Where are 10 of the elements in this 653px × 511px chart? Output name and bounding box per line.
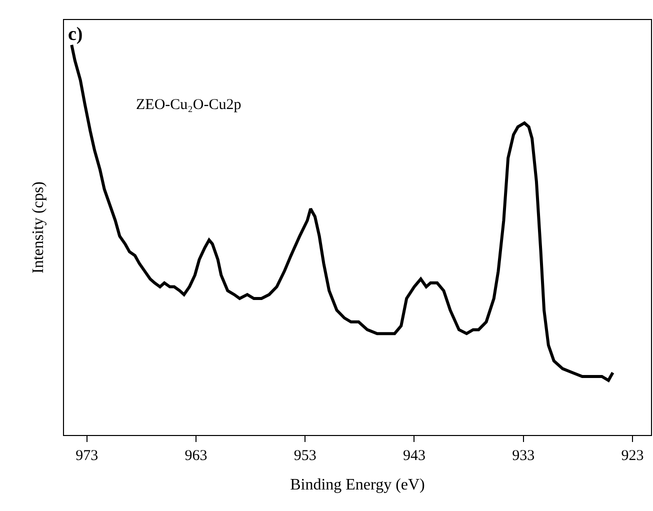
x-tick-label: 923 [621,448,644,464]
x-tick-label: 943 [402,448,426,464]
annotation: ZEO-Cu₂O-Cu2p [136,97,242,113]
x-tick-label: 953 [294,448,316,464]
x-tick-label: 963 [184,448,208,464]
x-axis-title: Binding Energy (eV) [290,476,425,494]
annotation: c) [68,24,83,45]
y-axis-title: Intensity (cps) [30,182,47,274]
x-tick-label: 933 [512,448,535,464]
x-tick-label: 973 [76,448,98,464]
